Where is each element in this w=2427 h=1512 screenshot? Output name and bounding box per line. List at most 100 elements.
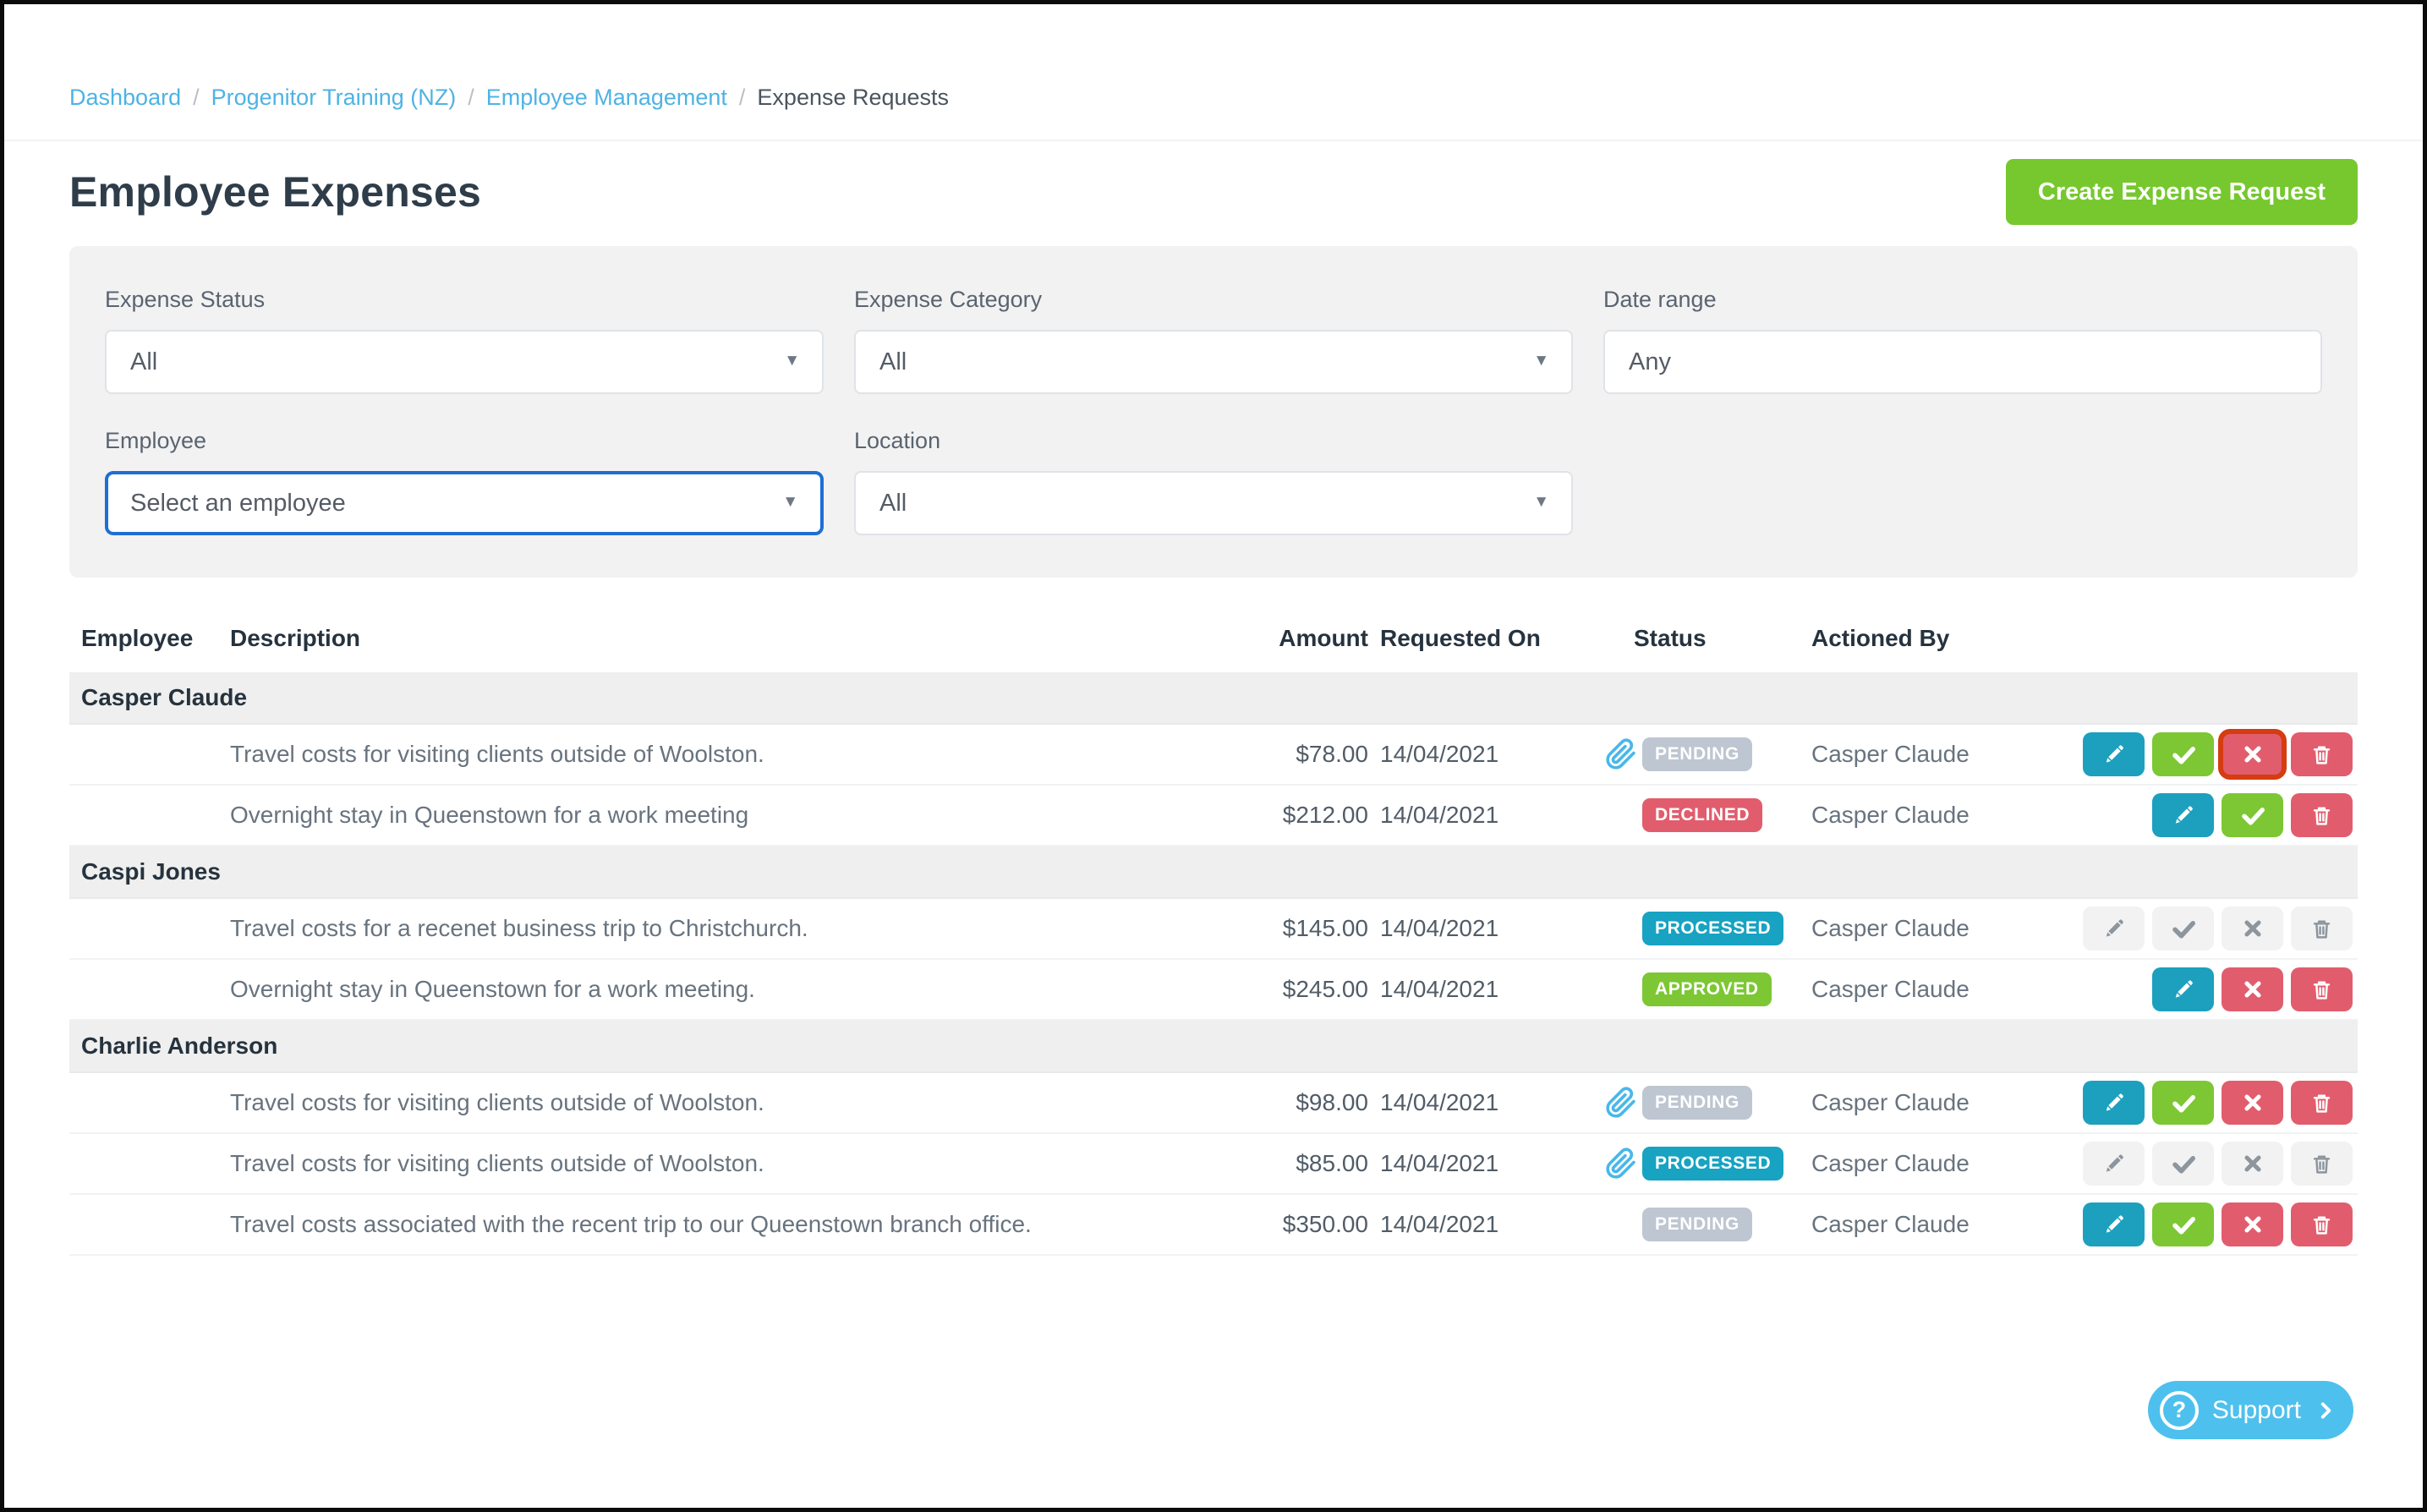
decline-icon bbox=[2243, 981, 2261, 998]
location-select[interactable]: All ▼ bbox=[854, 471, 1573, 535]
expense-amount: $245.00 bbox=[1282, 976, 1368, 1002]
expense-amount: $212.00 bbox=[1282, 802, 1368, 828]
decline-button[interactable] bbox=[2222, 1081, 2283, 1125]
expense-description: Travel costs for visiting clients outsid… bbox=[230, 1150, 764, 1176]
delete-button[interactable] bbox=[2291, 1202, 2353, 1246]
status-badge: PENDING bbox=[1642, 737, 1752, 771]
support-label: Support bbox=[2211, 1395, 2301, 1424]
attachment-paperclip-icon[interactable] bbox=[1605, 1148, 1642, 1180]
expense-category-select[interactable]: All ▼ bbox=[854, 330, 1573, 394]
support-button[interactable]: ? Support bbox=[2147, 1381, 2353, 1439]
breadcrumb-separator: / bbox=[193, 85, 200, 110]
breadcrumb-current: Expense Requests bbox=[757, 85, 950, 110]
approve-button[interactable] bbox=[2152, 1202, 2214, 1246]
page-title: Employee Expenses bbox=[69, 168, 481, 216]
actioned-by: Casper Claude bbox=[1811, 915, 1970, 941]
expense-status-select[interactable]: All ▼ bbox=[105, 330, 824, 394]
edit-button[interactable] bbox=[2083, 732, 2145, 776]
edit-button[interactable] bbox=[2083, 1081, 2145, 1125]
delete-button[interactable] bbox=[2291, 793, 2353, 837]
delete-button[interactable] bbox=[2291, 732, 2353, 776]
filter-panel: Expense Status All ▼ Expense Category Al… bbox=[69, 246, 2358, 578]
expense-description: Travel costs associated with the recent … bbox=[230, 1211, 1032, 1237]
status-cell: DECLINED bbox=[1597, 798, 1808, 832]
approve-icon bbox=[2172, 1095, 2195, 1113]
expense-row: Travel costs for visiting clients outsid… bbox=[69, 1073, 2358, 1134]
expense-row: Travel costs associated with the recent … bbox=[69, 1195, 2358, 1256]
edit-button[interactable] bbox=[2083, 1202, 2145, 1246]
breadcrumb-link-employee-management[interactable]: Employee Management bbox=[485, 85, 727, 110]
breadcrumb-link-dashboard[interactable]: Dashboard bbox=[69, 85, 182, 110]
approve-button[interactable] bbox=[2152, 732, 2214, 776]
column-header-actioned-by: Actioned By bbox=[1811, 625, 1950, 651]
expense-requested-on: 14/04/2021 bbox=[1380, 915, 1499, 941]
status-cell: PROCESSED bbox=[1597, 1147, 1808, 1181]
chevron-down-icon: ▼ bbox=[1533, 352, 1549, 370]
status-badge: DECLINED bbox=[1642, 798, 1763, 832]
date-range-input[interactable]: Any bbox=[1603, 330, 2322, 394]
decline-button[interactable] bbox=[2218, 729, 2287, 780]
group-row-employee-name: Caspi Jones bbox=[69, 846, 2358, 899]
breadcrumb: Dashboard / Progenitor Training (NZ) / E… bbox=[69, 85, 949, 111]
decline-button[interactable] bbox=[2222, 1202, 2283, 1246]
expense-row: Overnight stay in Queenstown for a work … bbox=[69, 786, 2358, 846]
expense-row: Travel costs for visiting clients outsid… bbox=[69, 1134, 2358, 1195]
chevron-down-icon: ▼ bbox=[1533, 493, 1549, 512]
edit-button[interactable] bbox=[2152, 793, 2214, 837]
edit-icon bbox=[2175, 806, 2193, 824]
delete-icon bbox=[2313, 1154, 2331, 1174]
approve-icon bbox=[2172, 1156, 2195, 1174]
help-question-icon: ? bbox=[2159, 1390, 2199, 1430]
expense-description: Overnight stay in Queenstown for a work … bbox=[230, 976, 755, 1002]
decline-icon bbox=[2243, 920, 2261, 937]
expense-table: Employee Description Amount Requested On… bbox=[69, 625, 2358, 1256]
decline-icon bbox=[2243, 1155, 2261, 1172]
edit-button bbox=[2083, 1142, 2145, 1186]
edit-icon bbox=[2175, 980, 2193, 998]
delete-button[interactable] bbox=[2291, 967, 2353, 1011]
expense-requested-on: 14/04/2021 bbox=[1380, 1089, 1499, 1115]
approve-button[interactable] bbox=[2222, 793, 2283, 837]
date-range-value: Any bbox=[1629, 348, 1671, 375]
approve-button bbox=[2152, 1142, 2214, 1186]
expense-amount: $98.00 bbox=[1296, 1089, 1368, 1115]
decline-button[interactable] bbox=[2222, 967, 2283, 1011]
delete-button[interactable] bbox=[2291, 1081, 2353, 1125]
column-header-requested-on: Requested On bbox=[1380, 625, 1541, 651]
status-badge: PENDING bbox=[1642, 1086, 1752, 1120]
group-row-employee-name: Casper Claude bbox=[69, 672, 2358, 725]
employee-select[interactable]: Select an employee ▼ bbox=[105, 471, 824, 535]
row-actions bbox=[2045, 793, 2358, 837]
filter-employee: Employee Select an employee ▼ bbox=[105, 428, 824, 535]
edit-button[interactable] bbox=[2152, 967, 2214, 1011]
expense-status-label: Expense Status bbox=[105, 287, 266, 312]
chevron-down-icon: ▼ bbox=[784, 352, 800, 370]
attachment-paperclip-icon[interactable] bbox=[1605, 1087, 1642, 1119]
employee-label: Employee bbox=[105, 428, 207, 453]
expense-requested-on: 14/04/2021 bbox=[1380, 802, 1499, 828]
actioned-by: Casper Claude bbox=[1811, 1211, 1970, 1237]
edit-icon bbox=[2106, 919, 2123, 937]
attachment-paperclip-icon[interactable] bbox=[1605, 738, 1642, 770]
decline-icon bbox=[2243, 1216, 2261, 1233]
chevron-down-icon: ▼ bbox=[782, 493, 798, 512]
status-cell: PENDING bbox=[1597, 1086, 1808, 1120]
expense-row: Overnight stay in Queenstown for a work … bbox=[69, 960, 2358, 1021]
expense-category-label: Expense Category bbox=[854, 287, 1043, 312]
column-header-amount: Amount bbox=[1279, 625, 1368, 651]
breadcrumb-separator: / bbox=[468, 85, 474, 110]
delete-icon bbox=[2313, 919, 2331, 939]
decline-icon bbox=[2243, 1094, 2261, 1111]
edit-icon bbox=[2106, 1215, 2123, 1233]
location-label: Location bbox=[854, 428, 941, 453]
expense-requested-on: 14/04/2021 bbox=[1380, 1150, 1499, 1176]
row-actions bbox=[2045, 729, 2358, 780]
approve-button[interactable] bbox=[2152, 1081, 2214, 1125]
filter-expense-category: Expense Category All ▼ bbox=[854, 287, 1573, 394]
create-expense-request-button[interactable]: Create Expense Request bbox=[2005, 159, 2358, 225]
breadcrumb-link-company[interactable]: Progenitor Training (NZ) bbox=[211, 85, 457, 110]
delete-icon bbox=[2313, 980, 2331, 1000]
expense-description: Overnight stay in Queenstown for a work … bbox=[230, 802, 749, 828]
row-actions bbox=[2045, 1081, 2358, 1125]
expense-amount: $78.00 bbox=[1296, 741, 1368, 767]
